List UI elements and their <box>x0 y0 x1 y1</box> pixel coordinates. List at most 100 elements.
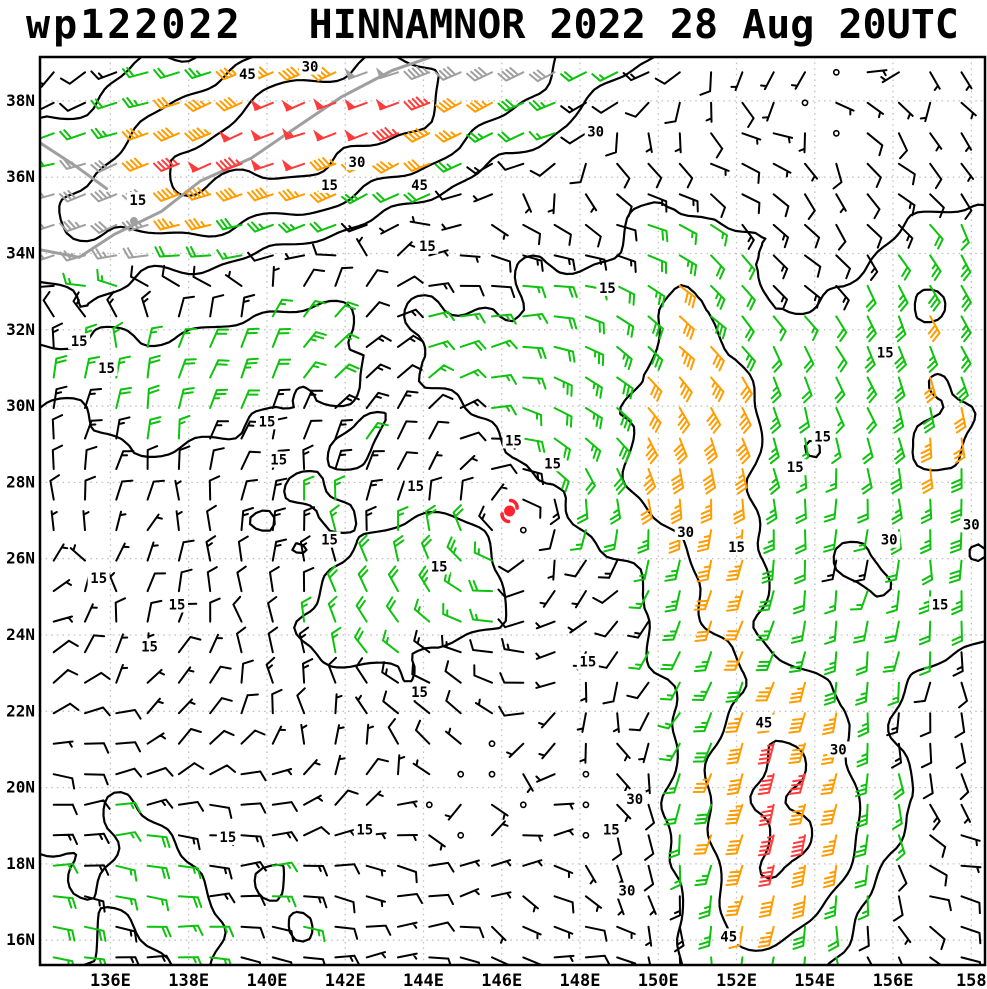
y-tick-label: 36N <box>6 167 35 186</box>
contour-label: 15 <box>728 540 745 556</box>
x-tick-label: 138E <box>168 971 209 989</box>
contour-label: 15 <box>411 685 428 701</box>
y-tick-label: 38N <box>6 91 35 110</box>
y-tick-label: 28N <box>6 472 35 491</box>
chart-title-text: HINNAMNOR 2022 28 Aug 20UTC <box>308 2 959 48</box>
contour-label: 15 <box>169 597 186 613</box>
x-tick-label: 142E <box>325 971 366 989</box>
y-tick-label: 34N <box>6 243 35 262</box>
contour-label-chip <box>623 791 646 808</box>
contour-label-chip <box>784 459 807 476</box>
contour-label: 15 <box>129 193 146 209</box>
wind-barbs-gray <box>40 65 556 262</box>
contour-label-chip <box>165 596 188 613</box>
contour-label: 15 <box>419 239 436 255</box>
contour-label-chip <box>318 176 341 193</box>
contour-label: 15 <box>877 346 894 362</box>
contour-labels-layer: 15 15 15 15 15 15 15 15 15 15 15 15 15 15 15 15 15 15 15 15… <box>68 58 983 945</box>
grid-layer <box>40 57 985 965</box>
isotach-contour-30 <box>58 57 985 952</box>
contour-label: 15 <box>407 479 424 495</box>
calm-circles-under-15kt <box>425 68 840 839</box>
storm-marker <box>500 498 519 524</box>
contour-label: 15 <box>98 361 115 377</box>
contour-label-chip <box>929 596 951 613</box>
wind-barbs-15-30kt <box>40 66 972 965</box>
contour-label: 15 <box>932 597 949 613</box>
contour-label: 15 <box>814 430 831 446</box>
contour-label-chip <box>318 531 341 548</box>
y-tick-label: 24N <box>6 625 35 644</box>
contour-label-chip <box>752 714 775 731</box>
x-tick-label: 136E <box>90 971 131 989</box>
contour-label: 30 <box>677 525 694 541</box>
wind-barbs-30-45kt <box>121 66 967 950</box>
contour-label: 15 <box>321 178 338 194</box>
contour-label-chip <box>408 684 431 701</box>
contour-label: 15 <box>141 639 158 655</box>
wind-barbs-45kt-plus <box>153 96 806 887</box>
contour-label: 15 <box>321 533 338 549</box>
y-tick-label: 16N <box>6 930 35 949</box>
contour-label-chip <box>236 66 259 83</box>
contour-label: 15 <box>90 571 107 587</box>
contour-label: 30 <box>302 60 319 76</box>
contour-label: 15 <box>431 559 448 575</box>
x-tick-label: 158 <box>956 971 987 989</box>
contour-label: 30 <box>963 517 980 533</box>
contour-label: 15 <box>259 414 276 430</box>
contour-label: 45 <box>239 67 256 83</box>
x-tick-label: 148E <box>560 971 601 989</box>
contour-label-chip <box>126 192 149 209</box>
y-tick-label: 32N <box>6 320 35 339</box>
contour-label: 15 <box>356 823 373 839</box>
contour-label-chip <box>216 829 239 846</box>
x-tick-label: 154E <box>794 971 835 989</box>
contour-label: 15 <box>599 281 616 297</box>
contour-label: 30 <box>619 884 636 900</box>
contour-label-chip <box>138 638 161 655</box>
plot-border <box>38 55 987 967</box>
storm-id-label: wp122022 <box>26 2 243 48</box>
contour-label-chip <box>827 741 850 758</box>
contour-label: 15 <box>505 433 522 449</box>
contour-label-chip <box>68 333 91 350</box>
y-tick-label: 18N <box>6 854 35 873</box>
contour-label-chip <box>584 123 607 140</box>
contour-label: 30 <box>626 792 643 808</box>
contour-label-chip <box>408 176 431 193</box>
x-tick-label: 150E <box>638 971 679 989</box>
contour-label: 45 <box>720 929 737 945</box>
contour-label-chip <box>267 451 290 468</box>
contour-label-chip <box>299 58 321 75</box>
wind-barbs-under-15kt <box>40 69 982 965</box>
contour-label-chip <box>596 279 619 296</box>
contour-label-chip <box>87 569 110 586</box>
contour-label-chip <box>404 478 427 495</box>
contour-label: 15 <box>219 830 236 846</box>
contour-label: 15 <box>71 334 88 350</box>
contour-label-chip <box>811 428 834 445</box>
x-tick-label: 144E <box>403 971 444 989</box>
contour-label: 30 <box>349 155 366 171</box>
contour-label-chip <box>502 432 525 449</box>
contour-label-chip <box>600 821 623 838</box>
y-tick-label: 30N <box>6 396 35 415</box>
x-tick-label: 140E <box>246 971 287 989</box>
y-tick-label: 20N <box>6 778 35 797</box>
contour-label-chip <box>960 516 983 533</box>
contour-label-chip <box>615 882 638 899</box>
x-tick-label: 152E <box>716 971 757 989</box>
contour-label: 45 <box>755 716 772 732</box>
y-tick-label: 26N <box>6 549 35 568</box>
chart-title: wp122022 HINNAMNOR 2022 28 Aug 20UTC <box>26 1 959 49</box>
contour-label-chip <box>541 455 564 472</box>
wind-pennants-45kt-plus <box>187 98 388 173</box>
contour-label-chip <box>717 928 740 945</box>
contour-label-chip <box>416 237 439 254</box>
contour-label-chip <box>95 359 118 376</box>
contour-label-chip <box>725 539 748 556</box>
y-tick-label: 22N <box>6 701 35 720</box>
contour-label: 15 <box>579 655 596 671</box>
